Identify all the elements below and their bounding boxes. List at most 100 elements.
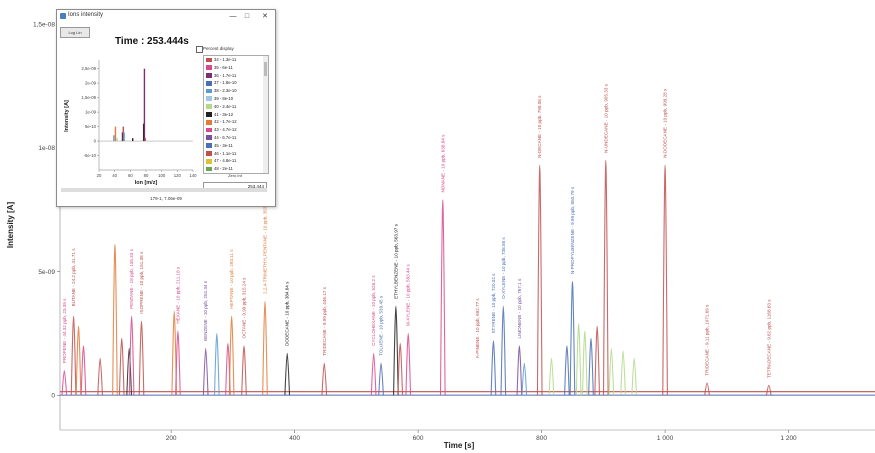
mini-y-tick-label-5: 2e-09 <box>85 81 97 86</box>
ion-label: 46 - 1.1e-11 <box>214 150 237 156</box>
x-tick-label-0: 200 <box>166 435 177 442</box>
ion-label: 43 - 4.7e-12 <box>214 127 237 133</box>
ion-label: 37 - 1.8e-10 <box>214 80 237 86</box>
peak-annotation-21: N-PROPYLBENZENE - 9.99 ppb, 850.79 s <box>570 186 575 274</box>
peak-41 <box>631 357 638 396</box>
ion-list-item[interactable]: 48 - 2e-11 <box>204 165 268 173</box>
list-scroll-thumb[interactable] <box>264 62 267 76</box>
peak-1 <box>70 315 77 396</box>
peak-22 <box>393 305 399 396</box>
x-tick-label-5: 1 200 <box>780 435 797 442</box>
x-ticks: 200 400 600 800 1 000 1 200 <box>166 430 797 442</box>
ion-list-item[interactable]: 47 - 4.8e-11 <box>204 157 268 165</box>
ion-label: 38 - 2.3e-10 <box>214 88 237 94</box>
ion-bar-5 <box>123 132 125 142</box>
ion-bar-9 <box>144 138 146 142</box>
window-title: Ions intensity <box>68 12 104 18</box>
ion-label: 36 - 1.7e-11 <box>214 72 237 78</box>
ion-list-item[interactable]: 39 - 8e-10 <box>204 95 268 103</box>
mini-y-tick-label-4: 1,5e-09 <box>81 95 96 100</box>
ion-list-item[interactable]: 34 - 1.3e-11 <box>204 56 268 64</box>
ion-color-swatch <box>206 158 212 164</box>
mini-y-tick-label-3: 1e-09 <box>85 110 97 115</box>
ion-list-item[interactable]: 36 - 1.7e-11 <box>204 72 268 80</box>
peak-7 <box>126 347 133 396</box>
ion-list-item[interactable]: 40 - 2.4e-11 <box>204 103 268 111</box>
peak-annotation-12: TOLUENE - 10 ppb, 539.45 s <box>379 295 384 356</box>
list-footer[interactable]: Zero Int <box>228 173 242 178</box>
ion-color-swatch <box>206 80 212 86</box>
ion-list-item[interactable]: 38 - 2.3e-10 <box>204 87 268 95</box>
mini-x-tick-label-5: 120 <box>174 173 182 178</box>
peak-21 <box>378 362 384 396</box>
peak-annotation-2: PENTANE - 18 ppb, 135.33 s <box>129 248 134 308</box>
peak-annotations: PROPENE - 44.32 ppb, 23.39 s BUTANE - 24.… <box>62 83 771 378</box>
mini-x-tick-label-1: 40 <box>112 173 117 178</box>
ion-bar-2 <box>116 138 118 142</box>
mini-x-tick-label-3: 80 <box>144 173 149 178</box>
peak-9 <box>138 320 145 396</box>
ion-list-item[interactable]: 45 - 3e-11 <box>204 142 268 150</box>
time-scrollbar[interactable] <box>61 188 267 192</box>
percent-display-checkbox[interactable] <box>196 46 203 53</box>
peak-0 <box>61 370 68 396</box>
peak-annotation-11: CYCLOHEXANE - 10 ppb, 526.2 s <box>371 275 376 346</box>
peak-annotation-3: ISOPRENE - 10 ppb, 151.38 s <box>139 251 144 314</box>
close-button[interactable]: ✕ <box>262 13 268 20</box>
ion-list-item[interactable]: 46 - 1.1e-11 <box>204 150 268 158</box>
peak-annotation-1: BUTANE - 24.2 ppb, 41.71 s <box>71 248 76 307</box>
peak-11 <box>175 330 181 396</box>
peak-42 <box>662 164 668 396</box>
ion-list-item[interactable]: 37 - 1.8e-10 <box>204 79 268 87</box>
ion-list[interactable]: 34 - 1.3e-11 35 - 6e-11 36 - 1.7e-11 37 - 1… <box>203 55 269 174</box>
peak-17 <box>262 300 268 396</box>
peak-27 <box>500 305 507 396</box>
mini-y-tick-label-1: 0 <box>94 139 97 144</box>
ion-list-item[interactable]: 44 - 6.7e-11 <box>204 134 268 142</box>
list-scrollbar[interactable] <box>263 56 268 173</box>
peak-30 <box>536 164 543 396</box>
time-title: Time : 253.444s <box>115 36 189 47</box>
log-lin-toggle[interactable]: Log Lin <box>60 27 90 38</box>
peak-19 <box>321 362 328 396</box>
ion-list-item[interactable]: 42 - 1.7e-12 <box>204 118 268 126</box>
peak-34 <box>575 323 582 396</box>
mini-x-axis-label: Ion [m/z] <box>135 180 158 186</box>
mini-x-tick-label-2: 60 <box>128 173 133 178</box>
peak-26 <box>490 340 497 396</box>
x-tick-label-1: 400 <box>289 435 300 442</box>
ion-color-swatch <box>206 96 212 102</box>
app-icon <box>60 13 66 19</box>
peak-annotation-8: 2,2,4-TRIMETHYLPENTANE - 10 ppb, 353.41 … <box>262 196 267 294</box>
peak-43 <box>704 382 710 396</box>
y-axis-label: Intensity [A] <box>6 202 15 249</box>
ion-bar-4 <box>122 126 124 142</box>
ion-list-item[interactable]: 43 - 4.7e-12 <box>204 126 268 134</box>
y-tick-label-2: 1e-08 <box>38 145 55 152</box>
maximize-button[interactable]: □ <box>244 13 250 20</box>
ion-list-item[interactable]: 35 - 6e-11 <box>204 64 268 72</box>
peak-annotation-18: O-XYLENE - 10 ppb, 738.58 s <box>501 237 506 299</box>
ion-label: 35 - 6e-11 <box>214 64 233 70</box>
mini-y-ticks: -5e-10 0 5e-10 1e-09 1,5e-09 2e-09 2,5e-09 <box>81 66 99 158</box>
peak-annotation-20: N-DECANE - 10 ppb, 798.08 s <box>537 95 542 158</box>
peak-29 <box>521 362 528 396</box>
ion-color-swatch <box>206 127 212 133</box>
ion-list-item[interactable]: 41 - 3e-12 <box>204 111 268 119</box>
peak-annotation-9: DODECANE - 10 ppb, 384.64 s <box>285 281 290 346</box>
mini-x-tick-label-4: 100 <box>158 173 166 178</box>
ion-intensity-window[interactable]: Ions intensity — □ ✕ Log Lin Time : 253.… <box>56 9 276 207</box>
ion-color-swatch <box>206 166 212 172</box>
peak-23 <box>397 342 404 396</box>
minimize-button[interactable]: — <box>229 13 237 20</box>
window-titlebar[interactable]: Ions intensity — □ ✕ <box>57 10 275 24</box>
peak-32 <box>564 345 570 396</box>
mini-x-tick-label-6: 140 <box>189 173 197 178</box>
ion-label: 34 - 1.3e-11 <box>214 57 237 62</box>
peak-13 <box>213 332 220 396</box>
peak-28 <box>516 345 523 396</box>
peak-20 <box>370 352 377 396</box>
y-tick-label-0: 0 <box>51 393 55 400</box>
ion-color-swatch <box>206 143 212 149</box>
